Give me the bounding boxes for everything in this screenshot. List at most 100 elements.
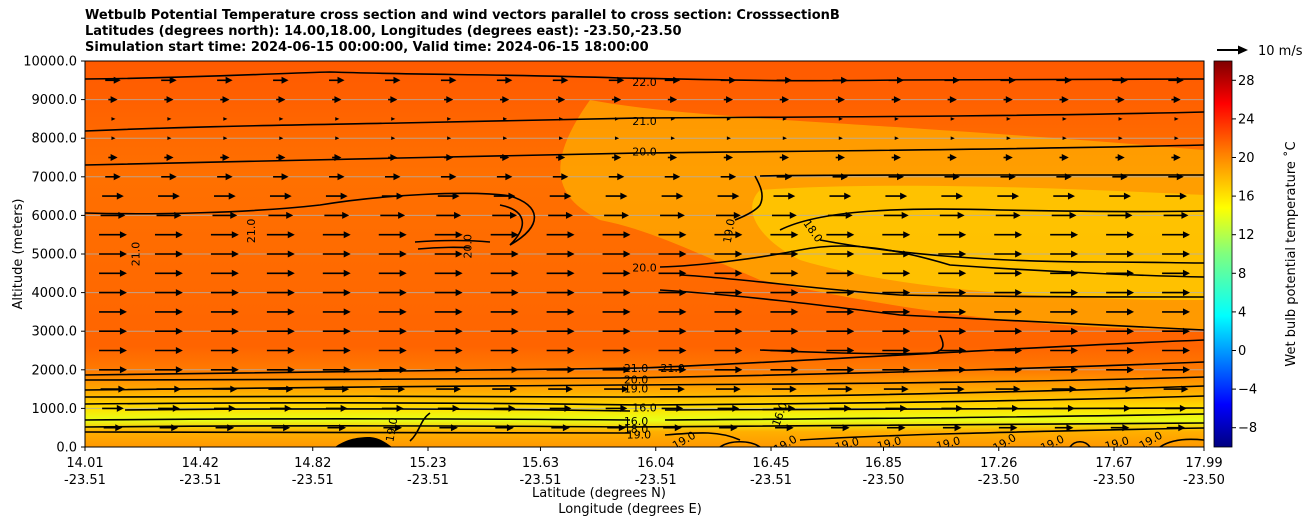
wind-vector xyxy=(826,366,855,374)
wind-vector xyxy=(782,136,787,140)
wind-vector xyxy=(322,289,351,297)
wind-vector xyxy=(608,76,625,84)
wind-vector xyxy=(1050,250,1079,258)
wind-vector xyxy=(217,76,233,84)
wind-vector xyxy=(552,76,569,84)
wind-vector xyxy=(1162,366,1190,374)
x-axis: 14.01 -23.51 14.42 -23.51 14.82 -23.51 15.23 -2… xyxy=(64,447,1225,488)
x-tick-label-lat: 15.23 xyxy=(409,456,446,471)
wind-vector xyxy=(1107,211,1133,219)
wind-vector xyxy=(611,154,622,161)
wind-vector xyxy=(1053,192,1075,200)
wind-vector xyxy=(99,231,127,239)
wind-vector xyxy=(773,192,796,200)
wind-vector xyxy=(888,76,905,84)
contour-line xyxy=(85,376,1204,391)
x-tick-label-lat: 17.99 xyxy=(1185,456,1222,471)
contour-line xyxy=(659,289,1204,331)
wind-vector xyxy=(838,117,843,121)
wind-vector xyxy=(167,136,172,140)
wind-vector xyxy=(947,154,957,161)
wind-vector xyxy=(1168,76,1184,84)
wind-vector xyxy=(714,366,743,374)
wind-vector xyxy=(490,347,519,354)
wind-vector xyxy=(717,192,740,200)
wind-vector xyxy=(105,173,121,181)
wind-vector xyxy=(770,289,799,297)
wind-vector xyxy=(944,173,960,181)
wind-vector xyxy=(658,366,687,374)
wind-vector xyxy=(276,154,286,161)
wind-vector xyxy=(434,231,463,239)
wind-vector xyxy=(1053,404,1075,412)
colorbar-tick-label: 28 xyxy=(1238,74,1255,89)
wind-vector xyxy=(770,308,799,316)
wind-vector xyxy=(658,269,687,277)
wind-vector xyxy=(723,154,734,161)
wind-vector xyxy=(779,96,790,104)
wind-vector xyxy=(447,117,452,121)
wind-vector xyxy=(266,308,295,316)
wind-vector xyxy=(770,231,799,239)
wind-vector xyxy=(335,136,340,140)
wind-vector xyxy=(1162,308,1190,316)
wind-vector xyxy=(546,366,575,374)
wind-vector xyxy=(944,76,960,84)
wind-vector xyxy=(1171,154,1181,161)
wind-vector xyxy=(322,347,351,354)
contour-label: 21.0 xyxy=(660,362,685,375)
wind-vector xyxy=(378,269,407,277)
wind-vector xyxy=(775,424,794,432)
wind-vector xyxy=(546,269,575,277)
wind-vector xyxy=(939,211,965,219)
wind-vector xyxy=(770,327,799,335)
wind-vector xyxy=(658,327,687,335)
wind-vector xyxy=(99,289,127,297)
wind-vector xyxy=(826,327,855,335)
x-tick-label-lon: -23.51 xyxy=(520,473,562,488)
wind-vector xyxy=(434,308,463,316)
wind-vector xyxy=(1106,289,1135,297)
wind-vector xyxy=(1051,385,1077,393)
wind-vector xyxy=(378,327,407,335)
wind-vector xyxy=(661,192,684,200)
wind-vector xyxy=(154,308,183,316)
wind-vector xyxy=(332,96,342,104)
wind-vector xyxy=(212,211,238,219)
wind-vector xyxy=(322,269,351,277)
wind-vectors xyxy=(99,76,1190,432)
wind-vector xyxy=(210,289,239,297)
wind-vector xyxy=(838,136,843,140)
wind-vector xyxy=(440,173,457,181)
wind-vector xyxy=(210,308,239,316)
wind-vector xyxy=(602,269,631,277)
colorbar: −8 −4 0 4 8 12 16 20 24 28 Wet bulb potential tem… xyxy=(1213,60,1299,448)
contour-label: 18.0 xyxy=(624,423,649,436)
wind-vector xyxy=(995,385,1021,393)
contour-label: 20.0 xyxy=(632,146,657,159)
wind-vector xyxy=(658,231,687,239)
wind-vector xyxy=(661,404,684,412)
wind-vector xyxy=(614,136,620,140)
wind-vector xyxy=(1162,231,1190,239)
x-tick-label-lon: -23.50 xyxy=(978,473,1020,488)
wind-vector xyxy=(611,96,622,104)
wind-vector xyxy=(891,96,901,104)
wind-vector xyxy=(322,231,351,239)
wind-vector xyxy=(378,308,407,316)
contour-line xyxy=(679,274,1204,298)
wind-vector xyxy=(161,76,177,84)
colorbar-tick-label: 8 xyxy=(1238,267,1246,282)
wind-vector xyxy=(938,269,967,277)
wind-vector xyxy=(882,250,911,258)
x-tick-label-lat: 14.82 xyxy=(294,456,331,471)
wind-vector xyxy=(770,269,799,277)
contour-label: 20.0 xyxy=(624,373,649,386)
wind-vector xyxy=(602,289,631,297)
wind-vector xyxy=(882,269,911,277)
wind-vector xyxy=(266,269,295,277)
x-tick-label-lat: 17.67 xyxy=(1095,456,1132,471)
x-tick-label-lat: 14.42 xyxy=(182,456,219,471)
wind-vector xyxy=(490,231,519,239)
wind-vector xyxy=(714,327,743,335)
